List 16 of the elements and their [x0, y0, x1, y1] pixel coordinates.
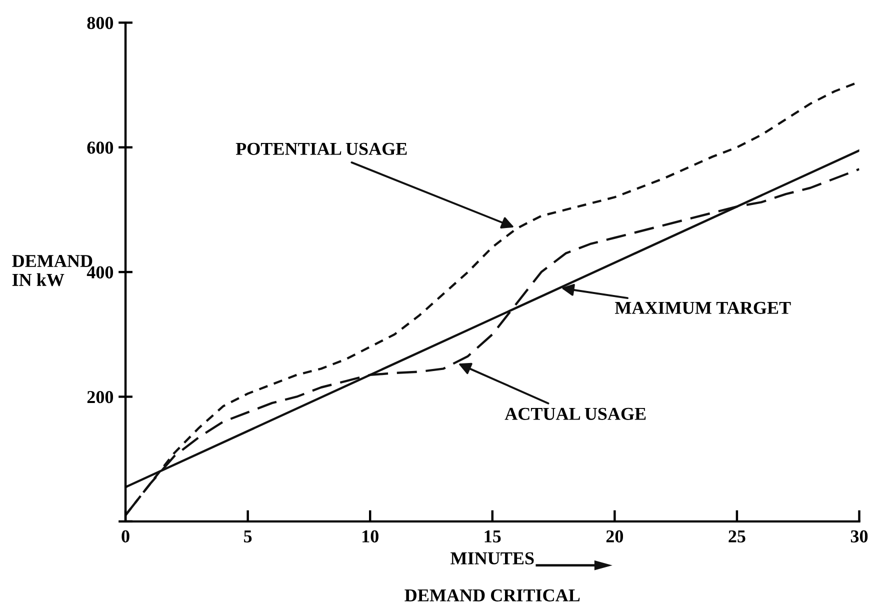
x-tick-label: 30 [850, 530, 868, 542]
x-tick-label: 25 [728, 530, 746, 542]
y-tick-label: 400 [86, 266, 114, 278]
text: DEMAND CRITICAL [404, 589, 580, 602]
x-tick-label: 5 [244, 530, 252, 542]
annotation: MAXIMUM TARGET [614, 302, 791, 314]
y-tick-label: 600 [87, 142, 114, 154]
annotation: ACTUAL USAGE [504, 408, 646, 420]
x-axis-title: MINUTES [450, 552, 534, 564]
annotation: POTENTIAL USAGE [236, 142, 407, 155]
x-tick-label: 10 [362, 530, 378, 542]
x-tick-label: 20 [606, 530, 624, 542]
y-tick-label: 200 [87, 390, 114, 404]
x-tick-label: 15 [484, 530, 501, 542]
x-tick-label: 0 [122, 530, 130, 542]
y-tick-label: 800 [87, 16, 114, 30]
